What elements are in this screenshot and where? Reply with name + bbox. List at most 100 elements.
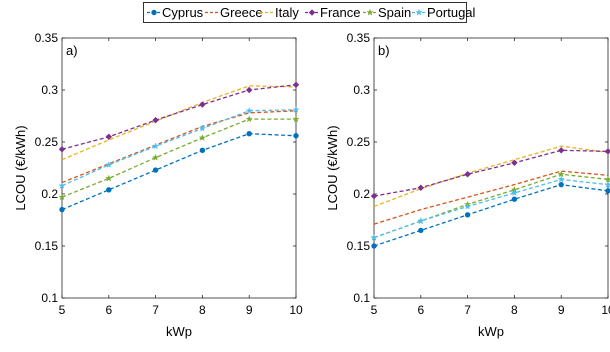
series-line-cyprus xyxy=(373,183,609,247)
x-tick-label: 10 xyxy=(601,303,610,317)
data-point-spain xyxy=(198,134,207,141)
data-point-france xyxy=(370,192,378,200)
x-tick-label: 10 xyxy=(289,303,303,317)
panel-label: a) xyxy=(66,43,78,58)
series-line-portugal xyxy=(61,109,297,187)
y-tick-label: 0.3 xyxy=(41,83,58,97)
y-tick-label: 0.25 xyxy=(35,135,59,149)
x-tick-label: 9 xyxy=(558,303,565,317)
data-point-france xyxy=(199,101,206,108)
data-point-france xyxy=(152,116,159,124)
panel-label: b) xyxy=(378,43,390,58)
x-axis-label: kWp xyxy=(478,324,504,339)
x-tick-label: 6 xyxy=(105,303,112,317)
series-line-spain xyxy=(61,118,296,198)
plot-area xyxy=(61,37,297,299)
legend-item-portugal: Portugal xyxy=(412,5,476,20)
series-line-greece xyxy=(61,110,297,184)
series-line-france xyxy=(61,84,297,150)
y-axis-label: LCOU (€/kWh) xyxy=(325,125,340,210)
y-tick-label: 0.1 xyxy=(353,291,370,305)
data-point-spain xyxy=(557,170,565,178)
data-point-portugal xyxy=(604,180,610,188)
x-tick-label: 7 xyxy=(464,303,471,317)
x-tick-label: 8 xyxy=(199,303,206,317)
series-line-cyprus xyxy=(61,133,297,211)
series-line-italy xyxy=(61,85,297,161)
data-point-portugal xyxy=(151,142,160,150)
x-tick-label: 5 xyxy=(59,303,66,317)
series-cyprus xyxy=(371,181,610,249)
data-point-france xyxy=(417,184,425,191)
legend-item-spain: Spain xyxy=(363,5,411,20)
data-point-portugal xyxy=(370,233,378,241)
legend-label: France xyxy=(320,5,360,20)
data-point-portugal xyxy=(105,161,113,168)
data-point-france xyxy=(557,147,565,154)
data-point-spain xyxy=(604,175,610,183)
y-tick-label: 0.2 xyxy=(353,187,370,201)
y-tick-label: 0.35 xyxy=(35,31,59,45)
data-point-spain xyxy=(245,115,253,123)
x-tick-label: 5 xyxy=(371,303,378,317)
data-point-spain xyxy=(58,193,66,201)
data-point-portugal xyxy=(463,202,472,210)
series-greece xyxy=(61,110,297,184)
data-point-cyprus xyxy=(464,212,471,218)
series-line-portugal xyxy=(373,178,609,239)
series-portugal xyxy=(58,105,300,189)
series-line-greece xyxy=(373,170,609,225)
data-point-cyprus xyxy=(59,206,65,213)
y-tick-label: 0.3 xyxy=(353,83,370,97)
data-point-cyprus xyxy=(152,167,159,173)
legend: Cyprus Greece Italy France Spain Portugal xyxy=(143,2,476,23)
series-portugal xyxy=(370,175,610,241)
x-tick-label: 7 xyxy=(152,303,159,317)
data-point-portugal xyxy=(58,181,66,189)
data-point-portugal xyxy=(557,175,565,183)
y-tick-label: 0.15 xyxy=(347,239,371,253)
data-point-cyprus xyxy=(246,130,252,137)
data-point-france xyxy=(292,81,300,89)
legend-label: Spain xyxy=(378,5,411,20)
data-point-france xyxy=(511,159,518,167)
x-tick-label: 9 xyxy=(246,303,253,317)
series-france xyxy=(58,81,300,153)
legend-label: Greece xyxy=(220,5,263,20)
data-point-france xyxy=(245,86,253,94)
legend-item-greece: Greece xyxy=(205,5,263,20)
data-point-spain xyxy=(292,115,300,123)
series-italy xyxy=(61,85,297,161)
series-cyprus xyxy=(59,130,299,213)
series-italy xyxy=(373,145,609,208)
series-france xyxy=(370,147,610,200)
data-point-portugal xyxy=(198,124,207,132)
data-point-spain xyxy=(151,153,160,161)
legend-label: Italy xyxy=(275,5,299,20)
data-point-france xyxy=(464,171,471,178)
legend-marker-portugal xyxy=(415,8,423,16)
data-point-portugal xyxy=(510,189,519,197)
data-point-cyprus xyxy=(106,187,112,193)
series-line-france xyxy=(373,149,609,197)
x-axis-label: kWp xyxy=(166,324,192,339)
legend-item-cyprus: Cyprus xyxy=(147,5,204,20)
data-point-france xyxy=(105,133,113,141)
legend-label: Portugal xyxy=(427,5,476,20)
legend-label: Cyprus xyxy=(162,5,204,20)
legend-marker-france xyxy=(308,9,316,16)
y-tick-label: 0.25 xyxy=(347,135,371,149)
data-point-cyprus xyxy=(418,227,424,234)
data-point-portugal xyxy=(417,217,425,225)
data-point-portugal xyxy=(245,106,253,114)
y-tick-label: 0.35 xyxy=(347,31,371,45)
data-point-cyprus xyxy=(293,133,299,139)
data-point-cyprus xyxy=(199,147,206,154)
y-tick-label: 0.15 xyxy=(35,239,59,253)
data-point-france xyxy=(58,146,66,153)
legend-marker-spain xyxy=(366,8,374,16)
legend-marker-cyprus xyxy=(151,9,157,16)
series-line-italy xyxy=(373,145,609,208)
legend-item-france: France xyxy=(305,5,360,20)
